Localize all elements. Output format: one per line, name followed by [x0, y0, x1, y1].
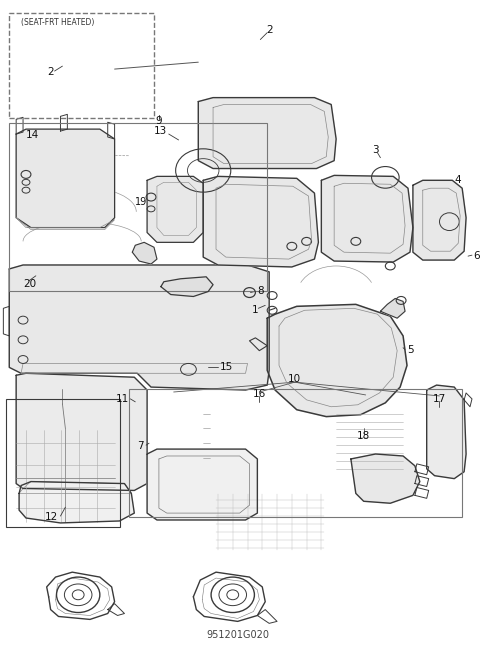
- Polygon shape: [147, 176, 203, 242]
- Text: 5: 5: [407, 344, 414, 355]
- Text: 18: 18: [357, 431, 370, 441]
- Polygon shape: [147, 449, 257, 520]
- Text: 4: 4: [454, 175, 461, 186]
- Polygon shape: [413, 180, 466, 260]
- Text: 20: 20: [23, 279, 36, 289]
- Text: 11: 11: [116, 394, 130, 404]
- Text: 9: 9: [156, 116, 162, 126]
- Polygon shape: [321, 175, 413, 262]
- Text: 3: 3: [372, 145, 379, 155]
- Polygon shape: [161, 277, 213, 297]
- Text: 12: 12: [45, 512, 59, 522]
- Text: 8: 8: [257, 285, 264, 296]
- Polygon shape: [381, 298, 405, 318]
- Text: (SEAT-FRT HEATED): (SEAT-FRT HEATED): [21, 18, 95, 28]
- Text: 10: 10: [288, 374, 301, 384]
- Text: 14: 14: [26, 130, 39, 140]
- Polygon shape: [198, 98, 336, 169]
- Polygon shape: [427, 385, 466, 479]
- Polygon shape: [9, 265, 269, 390]
- Text: 1: 1: [252, 305, 259, 316]
- Polygon shape: [16, 129, 115, 228]
- Text: 17: 17: [433, 394, 446, 404]
- Polygon shape: [351, 454, 420, 503]
- Text: 13: 13: [154, 126, 167, 136]
- Polygon shape: [16, 373, 147, 491]
- Text: 16: 16: [252, 389, 266, 399]
- Polygon shape: [132, 242, 157, 264]
- Text: 15: 15: [220, 362, 233, 373]
- Text: 19: 19: [135, 197, 147, 207]
- Text: 7: 7: [137, 441, 144, 451]
- Polygon shape: [267, 304, 407, 417]
- Text: 2: 2: [266, 25, 273, 35]
- Polygon shape: [19, 482, 134, 523]
- Text: 951201G020: 951201G020: [206, 630, 269, 640]
- Polygon shape: [203, 176, 318, 267]
- Text: 6: 6: [473, 251, 480, 261]
- Text: 2: 2: [48, 67, 54, 77]
